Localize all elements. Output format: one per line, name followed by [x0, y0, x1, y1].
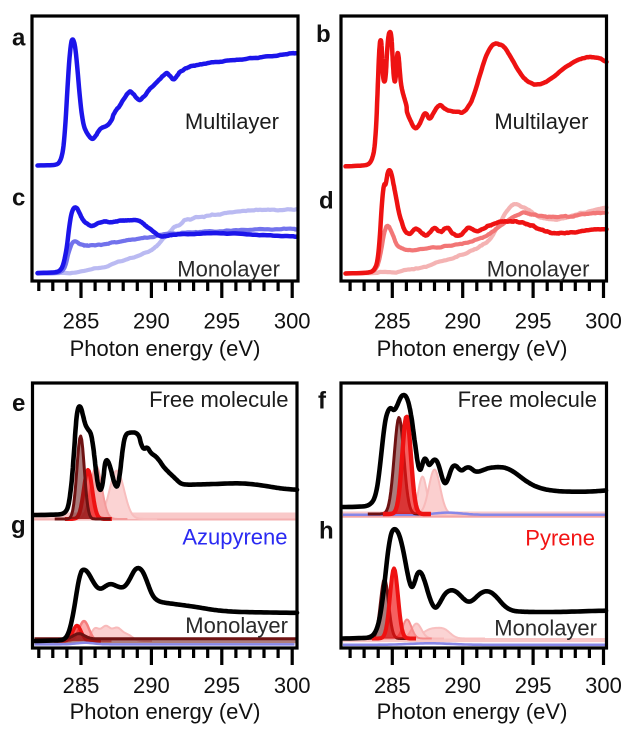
svg-text:Monolayer: Monolayer [185, 613, 288, 638]
svg-text:g: g [11, 512, 26, 539]
svg-text:300: 300 [585, 673, 622, 698]
svg-text:Photon energy (eV): Photon energy (eV) [70, 699, 261, 724]
svg-text:285: 285 [63, 673, 100, 698]
svg-text:Monolayer: Monolayer [487, 257, 590, 282]
svg-text:Free molecule: Free molecule [458, 387, 597, 412]
svg-text:d: d [319, 188, 334, 215]
svg-text:290: 290 [444, 309, 481, 334]
svg-text:f: f [318, 388, 327, 415]
svg-text:285: 285 [374, 309, 411, 334]
svg-text:Monolayer: Monolayer [177, 257, 280, 282]
svg-text:300: 300 [274, 309, 311, 334]
svg-text:c: c [12, 185, 25, 212]
svg-text:Photon energy (eV): Photon energy (eV) [377, 336, 568, 361]
svg-text:295: 295 [203, 309, 240, 334]
svg-text:Multilayer: Multilayer [185, 109, 279, 134]
svg-text:295: 295 [203, 673, 240, 698]
svg-text:Monolayer: Monolayer [494, 616, 597, 641]
svg-text:b: b [316, 21, 331, 48]
svg-text:e: e [12, 390, 25, 417]
svg-text:295: 295 [515, 673, 552, 698]
svg-text:285: 285 [374, 673, 411, 698]
svg-text:290: 290 [133, 309, 170, 334]
svg-text:285: 285 [63, 309, 100, 334]
svg-text:295: 295 [515, 309, 552, 334]
svg-text:Free molecule: Free molecule [149, 387, 288, 412]
svg-text:Pyrene: Pyrene [525, 526, 595, 551]
svg-text:a: a [12, 25, 26, 52]
svg-text:290: 290 [133, 673, 170, 698]
svg-text:h: h [319, 518, 334, 545]
svg-text:Multilayer: Multilayer [494, 109, 588, 134]
svg-text:300: 300 [274, 673, 311, 698]
svg-text:Azupyrene: Azupyrene [182, 525, 287, 550]
svg-text:290: 290 [444, 673, 481, 698]
svg-text:Photon energy (eV): Photon energy (eV) [377, 699, 568, 724]
svg-text:300: 300 [585, 309, 622, 334]
svg-text:Photon energy (eV): Photon energy (eV) [70, 336, 261, 361]
